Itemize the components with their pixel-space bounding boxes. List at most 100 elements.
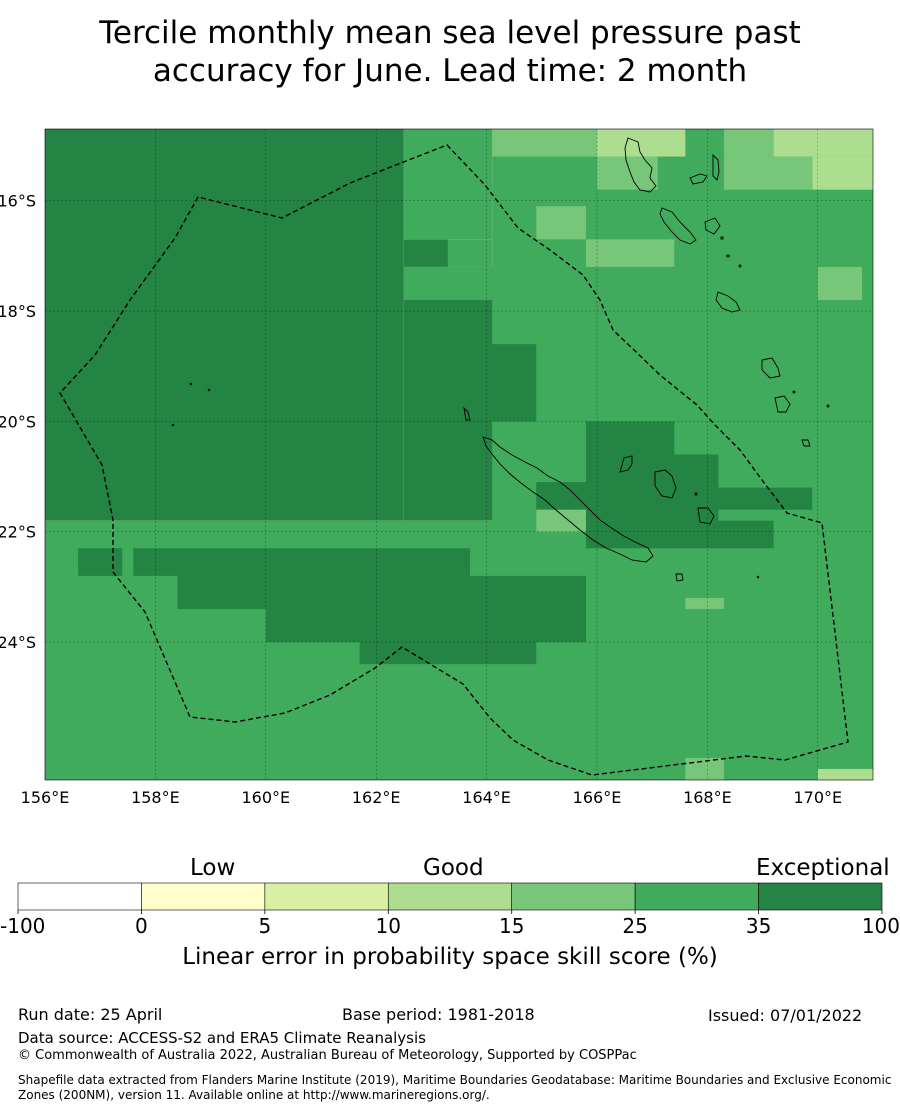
- y-tick-label: 22°S: [0, 523, 36, 542]
- colorbar-tick-label: 10: [376, 914, 401, 938]
- skill-cell: [359, 642, 537, 665]
- skill-cell: [403, 129, 493, 240]
- loyalty-ouvea: [619, 455, 633, 473]
- vanuatu-malakula: [659, 207, 697, 245]
- colorbar-tick-label: -100: [0, 914, 45, 938]
- colorbar-tick-label: 5: [258, 914, 271, 938]
- colorbar-tick-label: 35: [746, 914, 771, 938]
- skill-cell: [133, 548, 471, 576]
- x-tick-label: 158°E: [131, 788, 180, 807]
- x-tick-label: 164°E: [462, 788, 511, 807]
- skill-cell: [536, 509, 586, 532]
- skill-cell: [403, 266, 493, 301]
- land-features: [171, 137, 830, 582]
- x-tick-label: 160°E: [241, 788, 290, 807]
- skill-cell: [536, 206, 586, 240]
- skill-cell: [78, 548, 123, 576]
- y-tick-label: 16°S: [0, 192, 36, 211]
- small-islet: [694, 492, 698, 496]
- small-islet: [720, 236, 724, 240]
- skill-cell: [585, 239, 675, 267]
- y-tick-label: 20°S: [0, 412, 36, 431]
- skill-cell: [674, 454, 719, 521]
- small-islet: [826, 404, 830, 408]
- vanuatu-efate: [715, 291, 741, 313]
- colorbar-segment: [511, 882, 636, 911]
- skill-cell: [492, 344, 537, 422]
- x-tick-label: 170°E: [793, 788, 842, 807]
- colorbar-segment: [17, 882, 142, 911]
- skill-cell: [447, 239, 493, 267]
- vanuatu-espiritu-santo: [624, 137, 657, 193]
- small-islet: [726, 254, 730, 258]
- x-tick-label: 168°E: [683, 788, 732, 807]
- vanuatu-aneityum: [801, 439, 811, 447]
- skill-cell: [685, 757, 724, 780]
- title-line-2: accuracy for June. Lead time: 2 month: [152, 53, 748, 89]
- skill-cell: [265, 608, 586, 643]
- vanuatu-ambrym: [689, 173, 708, 185]
- colorbar-segment: [264, 882, 389, 911]
- small-islet: [189, 382, 193, 386]
- data-source: Data source: ACCESS-S2 and ERA5 Climate …: [18, 1029, 426, 1047]
- colorbar-segment: [387, 882, 513, 911]
- skill-cell: [723, 156, 813, 190]
- vanuatu-pentecost: [712, 153, 720, 181]
- map-frame: [44, 128, 874, 781]
- skill-grid-cells: [45, 129, 873, 780]
- small-islet: [756, 575, 760, 579]
- copyright: © Commonwealth of Australia 2022, Austra…: [18, 1048, 637, 1063]
- loyalty-mare: [697, 507, 715, 525]
- skill-cell: [718, 487, 813, 510]
- colorbar: -100 0 5 10 15 25 35 100: [0, 882, 900, 938]
- skill-cell: [177, 575, 586, 609]
- skill-cell: [597, 129, 686, 157]
- skill-cell: [403, 239, 448, 267]
- small-islet: [171, 423, 175, 427]
- vanuatu-tanna: [774, 395, 791, 413]
- colorbar-tick-label: 0: [135, 914, 148, 938]
- vanuatu-epi: [704, 217, 721, 235]
- isle-of-pines: [675, 573, 684, 582]
- x-tick-label: 156°E: [21, 788, 70, 807]
- map-title: Tercile monthly mean sea level pressure …: [0, 14, 900, 90]
- colorbar-tick-label: 100: [862, 914, 900, 938]
- belep-islands: [463, 406, 471, 421]
- y-tick-label: 24°S: [0, 633, 36, 652]
- skill-cell: [723, 129, 774, 157]
- skill-cell: [45, 129, 404, 521]
- colorbar-tick-label: 25: [622, 914, 647, 938]
- small-islet: [738, 264, 742, 268]
- skill-cell: [812, 156, 873, 190]
- skill-cell: [817, 266, 862, 301]
- title-line-1: Tercile monthly mean sea level pressure …: [99, 15, 801, 51]
- new-caledonia-island: [482, 436, 654, 563]
- y-tick-label: 18°S: [0, 302, 36, 321]
- skill-cell: [492, 129, 597, 157]
- colorbar-label: Linear error in probability space skill …: [182, 944, 718, 970]
- vanuatu-erromango: [761, 357, 781, 379]
- shapefile-credit: Shapefile data extracted from Flanders M…: [18, 1073, 892, 1102]
- colorbar-segment: [758, 882, 883, 911]
- skill-cell: [773, 129, 873, 157]
- skill-cell: [685, 597, 724, 609]
- x-tick-label: 162°E: [352, 788, 401, 807]
- small-islet: [207, 388, 211, 392]
- colorbar-category-good: Good: [423, 855, 484, 881]
- colorbar-segment: [141, 882, 266, 911]
- skill-cell: [585, 520, 774, 549]
- axis-tick-labels: 156°E 158°E 160°E 162°E 164°E 166°E 168°E 170°E…: [0, 192, 842, 807]
- run-date: Run date: 25 April: [18, 1005, 163, 1024]
- loyalty-lifou: [654, 469, 677, 499]
- base-period: Base period: 1981-2018: [342, 1005, 535, 1024]
- issued-date: Issued: 07/01/2022: [708, 1006, 863, 1025]
- graticule: [45, 129, 873, 780]
- small-islet: [792, 390, 796, 394]
- skill-cell: [817, 768, 873, 780]
- colorbar-category-exceptional: Exceptional: [756, 855, 890, 881]
- colorbar-segment: [634, 882, 759, 911]
- colorbar-tick-label: 15: [499, 914, 524, 938]
- skill-cell: [597, 156, 658, 190]
- colorbar-category-low: Low: [190, 855, 236, 881]
